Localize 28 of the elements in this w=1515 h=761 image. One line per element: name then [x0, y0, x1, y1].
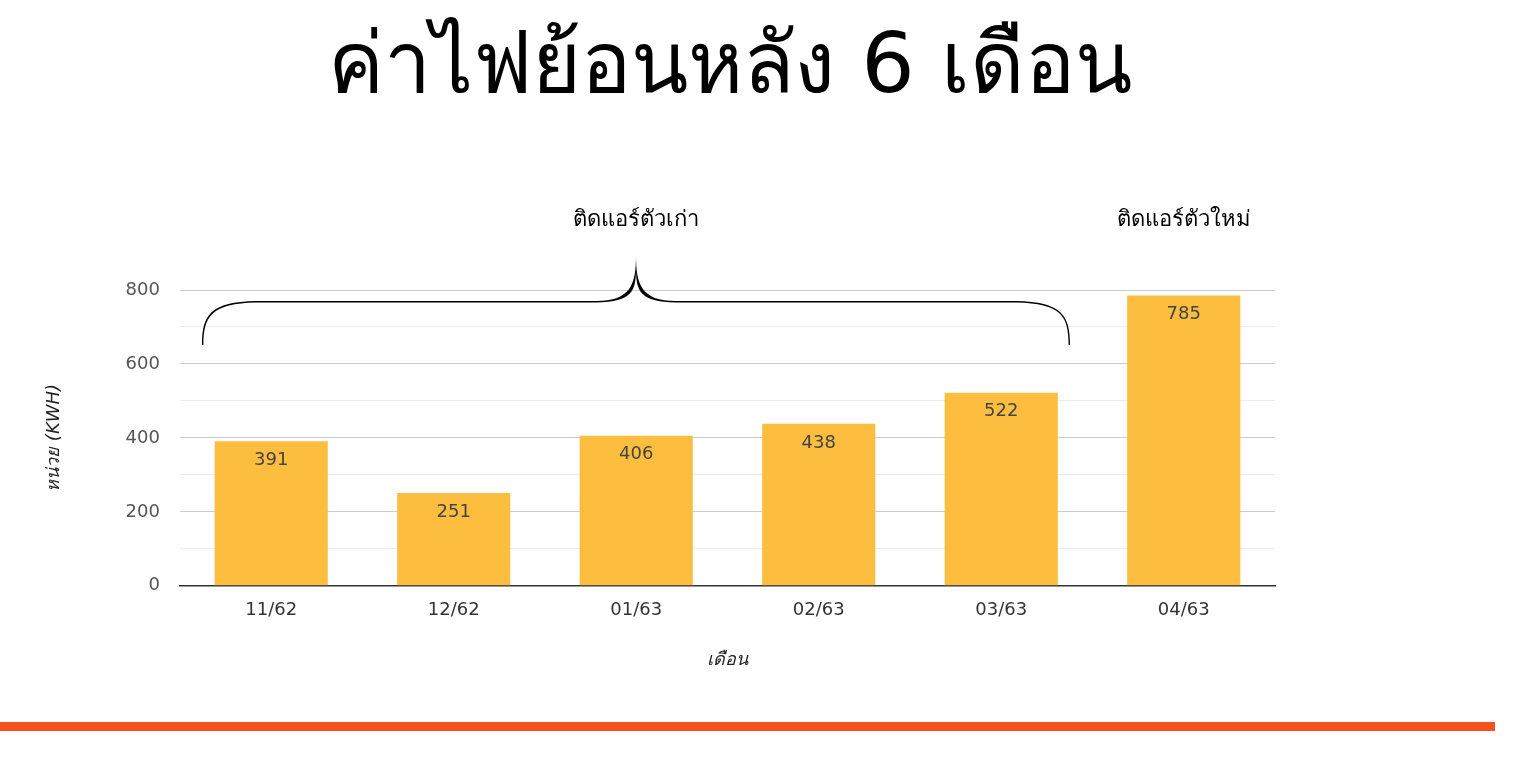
- text: ติดแอร์ตัวเก่า: [573, 205, 700, 231]
- x-tick-label: 12/62: [427, 598, 480, 620]
- bar: [762, 423, 876, 586]
- data-label: 251: [436, 499, 471, 521]
- bar: [397, 492, 511, 586]
- x-tick-label: 01/63: [610, 598, 663, 620]
- data-label: 391: [254, 447, 289, 469]
- y-axis-title: หน่วย (KWH): [42, 383, 64, 492]
- y-tick-label: 400: [125, 425, 160, 447]
- x-tick-label: 02/63: [792, 598, 845, 620]
- x-tick-label: 04/63: [1157, 598, 1210, 620]
- x-tick-label: 11/62: [245, 598, 298, 620]
- data-label: 438: [801, 430, 836, 452]
- y-tick-label: 800: [125, 277, 160, 299]
- data-label: 785: [1166, 302, 1201, 324]
- y-tick-label: 200: [125, 499, 160, 521]
- x-tick-label: 03/63: [975, 598, 1028, 620]
- bar: [1127, 295, 1241, 586]
- bar: [579, 435, 693, 586]
- data-label: 522: [984, 399, 1019, 421]
- y-tick-label: 600: [125, 351, 160, 373]
- bar: [214, 441, 328, 586]
- data-label: 406: [619, 442, 654, 464]
- x-axis-title: เดือน: [706, 647, 749, 669]
- chart-title: ค่าไฟย้อนหลัง 6 เดือน: [326, 13, 1134, 114]
- y-tick-label: 0: [148, 573, 160, 595]
- text: ติดแอร์ตัวใหม่: [1116, 205, 1251, 231]
- bar: [944, 392, 1058, 586]
